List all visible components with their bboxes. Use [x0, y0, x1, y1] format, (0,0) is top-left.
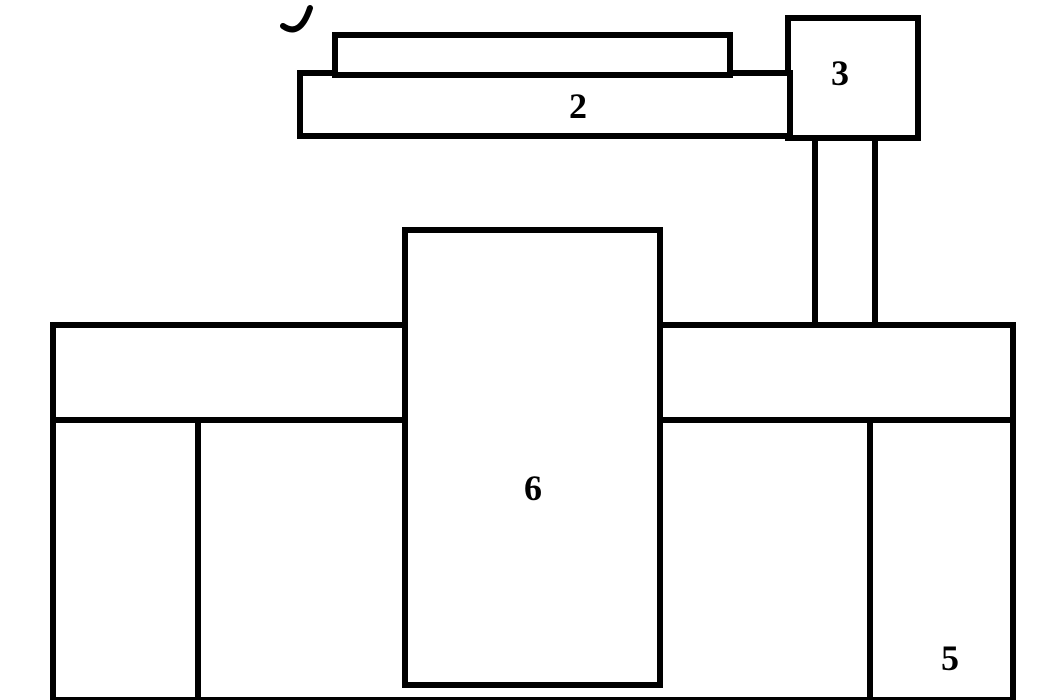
- label-5-label: 5: [941, 638, 959, 678]
- block-3-label: 3: [831, 53, 849, 93]
- block-3: [788, 18, 918, 138]
- block-6-label: 6: [524, 468, 542, 508]
- callout-hook: [283, 8, 310, 29]
- block-2: [300, 73, 790, 136]
- block-6: [405, 230, 660, 685]
- right-vertical-post: [815, 135, 875, 325]
- top-slab: [335, 35, 730, 75]
- block-diagram: 6 3 2 5: [0, 0, 1049, 700]
- block-2-label: 2: [569, 86, 587, 126]
